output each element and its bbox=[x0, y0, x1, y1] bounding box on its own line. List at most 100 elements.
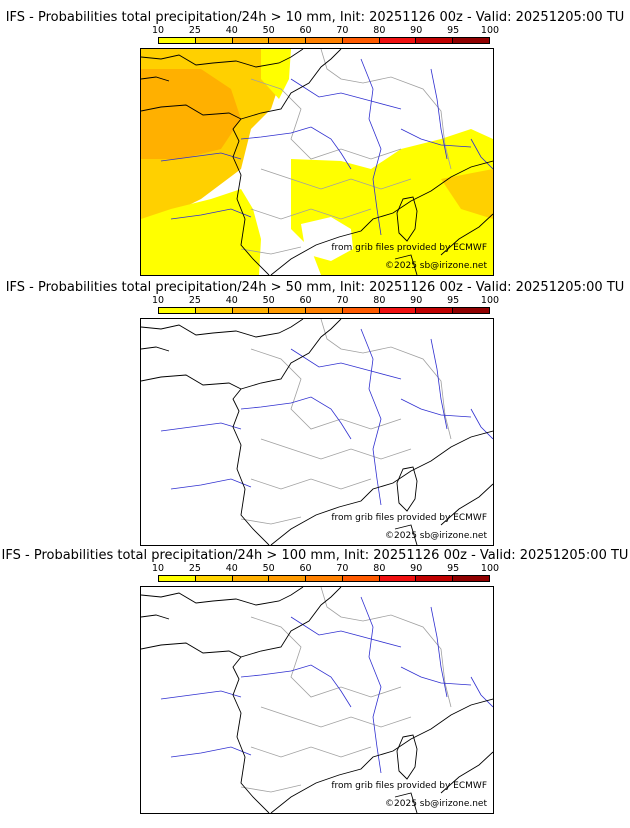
coastline bbox=[141, 642, 270, 813]
colorbar: 10 25 40 50 60 70 80 90 95 100 bbox=[152, 25, 499, 51]
admin-border bbox=[320, 587, 452, 708]
colorbar-tick-label: 95 bbox=[447, 25, 460, 36]
colorbar-cell bbox=[195, 576, 233, 581]
colorbar-tick-label: 70 bbox=[336, 563, 349, 574]
probability-map: from grib files provided by ECMWF ©2025 … bbox=[140, 48, 494, 276]
forecast-panel-10mm: IFS - Probabilities total precipitation/… bbox=[0, 0, 630, 276]
colorbar-tick-label: 40 bbox=[225, 295, 238, 306]
admin-border bbox=[250, 616, 402, 698]
colorbar: 10 25 40 50 60 70 80 90 95 100 bbox=[152, 563, 499, 589]
river bbox=[290, 348, 402, 380]
colorbar-tick-label: 50 bbox=[262, 295, 275, 306]
river bbox=[400, 398, 472, 418]
coastline bbox=[270, 430, 493, 545]
coastline bbox=[141, 104, 270, 275]
colorbar-tick-label: 40 bbox=[225, 25, 238, 36]
coastline bbox=[141, 374, 270, 545]
colorbar-tick-label: 60 bbox=[299, 25, 312, 36]
colorbar-cell bbox=[416, 38, 454, 43]
river bbox=[430, 68, 448, 160]
colorbar-cell bbox=[195, 38, 233, 43]
panel-title: IFS - Probabilities total precipitation/… bbox=[5, 10, 625, 25]
river bbox=[170, 746, 252, 758]
river bbox=[360, 328, 382, 506]
colorbar-tick-label: 70 bbox=[336, 295, 349, 306]
colorbar-labels: 10 25 40 50 60 70 80 90 95 100 bbox=[152, 25, 499, 36]
colorbar-tick-label: 10 bbox=[151, 25, 165, 36]
river bbox=[170, 208, 252, 220]
colorbar-tick-label: 10 bbox=[151, 295, 165, 306]
colorbar-cell bbox=[416, 308, 454, 313]
colorbar-cell bbox=[159, 576, 196, 581]
colorbar-cell bbox=[159, 38, 196, 43]
colorbar-cell bbox=[342, 576, 380, 581]
probability-area bbox=[261, 49, 291, 99]
coastline bbox=[141, 319, 304, 338]
colorbar-tick-label: 80 bbox=[373, 295, 386, 306]
colorbar-labels: 10 25 40 50 60 70 80 90 95 100 bbox=[152, 295, 499, 306]
river bbox=[470, 408, 493, 440]
coastline bbox=[396, 196, 418, 242]
admin-border bbox=[240, 246, 302, 255]
colorbar-tick-label: 25 bbox=[188, 295, 201, 306]
forecast-panel-50mm: IFS - Probabilities total precipitation/… bbox=[0, 270, 630, 546]
coastline bbox=[141, 346, 170, 352]
colorbar-cell bbox=[232, 308, 270, 313]
probability-map: from grib files provided by ECMWF ©2025 … bbox=[140, 586, 494, 814]
admin-border bbox=[240, 516, 302, 525]
coastline bbox=[141, 49, 304, 68]
colorbar-cell bbox=[453, 38, 490, 43]
admin-border bbox=[250, 746, 372, 758]
river bbox=[400, 666, 472, 686]
river bbox=[170, 478, 252, 490]
colorbar-cell bbox=[342, 38, 380, 43]
river bbox=[160, 690, 242, 700]
river bbox=[240, 126, 352, 170]
colorbar-cell bbox=[195, 308, 233, 313]
admin-border bbox=[240, 784, 302, 793]
colorbar-tick-label: 60 bbox=[299, 563, 312, 574]
coastline bbox=[240, 319, 342, 390]
river bbox=[430, 338, 448, 430]
colorbar-cell bbox=[306, 308, 343, 313]
panel-title: IFS - Probabilities total precipitation/… bbox=[5, 280, 625, 295]
colorbar-tick-label: 100 bbox=[480, 25, 500, 36]
colorbar-cell bbox=[379, 308, 417, 313]
coastline bbox=[240, 587, 342, 658]
colorbar-tick-label: 80 bbox=[373, 25, 386, 36]
probability-area bbox=[141, 189, 261, 275]
river bbox=[160, 152, 242, 162]
colorbar-tick-label: 90 bbox=[410, 295, 423, 306]
colorbar-tick-label: 70 bbox=[336, 25, 349, 36]
river bbox=[470, 676, 493, 708]
coastline bbox=[396, 734, 418, 780]
colorbar-labels: 10 25 40 50 60 70 80 90 95 100 bbox=[152, 563, 499, 574]
colorbar-cell bbox=[453, 576, 490, 581]
river bbox=[240, 396, 352, 440]
panel-title: IFS - Probabilities total precipitation/… bbox=[1, 548, 629, 563]
probability-area bbox=[141, 69, 241, 159]
colorbar-cell bbox=[416, 576, 454, 581]
colorbar-cell bbox=[342, 308, 380, 313]
colorbar-cell bbox=[306, 38, 343, 43]
coastline bbox=[394, 792, 418, 813]
colorbar-tick-label: 95 bbox=[447, 295, 460, 306]
coastline bbox=[141, 76, 170, 82]
probability-map: from grib files provided by ECMWF ©2025 … bbox=[140, 318, 494, 546]
coastline bbox=[440, 213, 493, 256]
coastline bbox=[240, 49, 342, 120]
colorbar-cell bbox=[453, 308, 490, 313]
copyright-credit: ©2025 sb@irizone.net bbox=[385, 261, 487, 271]
colorbar-cell bbox=[232, 38, 270, 43]
coastline bbox=[270, 698, 493, 813]
coastline bbox=[440, 483, 493, 526]
colorbar-tick-label: 10 bbox=[151, 563, 165, 574]
probability-area bbox=[441, 169, 493, 219]
data-source-credit: from grib files provided by ECMWF bbox=[331, 243, 487, 253]
admin-border bbox=[260, 438, 412, 460]
data-source-credit: from grib files provided by ECMWF bbox=[331, 513, 487, 523]
colorbar-tick-label: 50 bbox=[262, 25, 275, 36]
admin-border bbox=[260, 168, 412, 190]
admin-border bbox=[320, 319, 452, 440]
colorbar-tick-label: 90 bbox=[410, 25, 423, 36]
